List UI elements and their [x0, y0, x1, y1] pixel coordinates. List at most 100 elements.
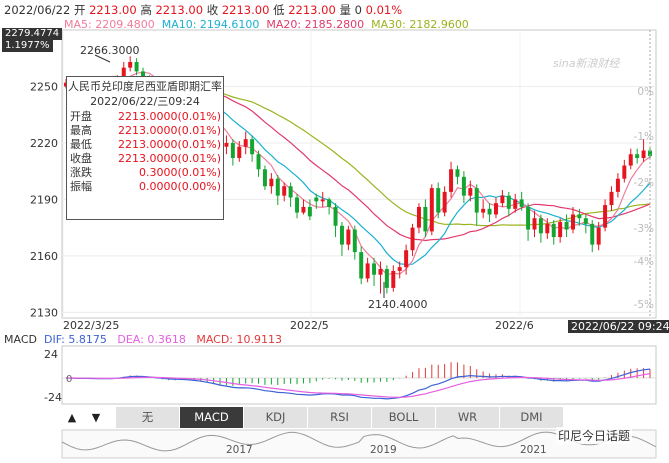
pct-tick-label: -3% [634, 223, 654, 235]
tooltip-value: 2213.0000(0.01%) [117, 110, 221, 123]
high-label: 高 [140, 3, 152, 17]
candle-body [391, 270, 396, 288]
source-watermark: 印尼今日话题 [556, 427, 633, 444]
candle-body [121, 67, 126, 81]
candle-body [577, 214, 582, 219]
candle-body [468, 188, 473, 196]
overview-year-1: 2017 [226, 444, 253, 456]
close-value: 2213.00 [221, 3, 270, 17]
low-annotation: 2140.4000 [368, 298, 428, 311]
candle-body [487, 208, 492, 215]
candle-body [493, 203, 498, 215]
scroll-left-button[interactable]: ▲ [67, 411, 77, 424]
tooltip-key: 振幅 [70, 180, 92, 193]
low-label: 低 [273, 3, 285, 17]
candle-body [307, 206, 312, 217]
dif-line [65, 368, 651, 400]
tooltip-value: 0.0000(0.00%) [138, 180, 221, 193]
tooltip-row: 最低 2213.0000(0.01%) [67, 138, 223, 152]
candle-body [288, 186, 293, 198]
ma20-legend: MA20: 2185.2800 [266, 18, 365, 31]
candle-body [545, 223, 550, 234]
tooltip-value: 2213.0000(0.01%) [117, 152, 221, 165]
candle-body [603, 205, 608, 228]
tab-macd[interactable]: MACD [180, 407, 244, 428]
candle-body [141, 71, 146, 79]
candle-body [551, 223, 556, 238]
tooltip-row: 开盘 2213.0000(0.01%) [67, 110, 223, 124]
dif-legend: DIF: 5.8175 [43, 333, 107, 346]
ma30-legend: MA30: 2182.9600 [371, 18, 469, 31]
macd-tick-bottom: -24 [44, 391, 62, 404]
tab-无[interactable]: 无 [116, 407, 180, 428]
change-pct: 0.01% [365, 3, 403, 17]
candle-body [564, 222, 569, 230]
candle-body [609, 191, 614, 206]
candle-body [615, 178, 620, 192]
candle-body [352, 229, 357, 253]
price-tick-label: 2220 [30, 137, 58, 150]
candle-body [410, 227, 415, 251]
candle-body [513, 199, 518, 209]
tooltip-value: 0.3000(0.01%) [138, 166, 221, 179]
candle-body [333, 206, 338, 226]
tooltip-row: 振幅 0.0000(0.00%) [67, 180, 223, 194]
candle-body [404, 250, 409, 268]
quote-header: 2022/06/22 开 2213.00 高 2213.00 收 2213.00… [4, 2, 402, 18]
candle-body [506, 195, 511, 209]
overview-year-2: 2019 [370, 444, 397, 456]
candle-body [558, 222, 563, 238]
tooltip-key: 收盘 [70, 152, 92, 165]
candle-body [596, 227, 601, 245]
candle-body [416, 206, 421, 228]
candle-body [526, 206, 531, 230]
scroll-right-button[interactable]: ▼ [91, 411, 101, 424]
candle-body [532, 218, 537, 230]
candle-body [327, 199, 332, 207]
tab-wr[interactable]: WR [436, 407, 500, 428]
candle-body [641, 150, 646, 158]
candle-body [339, 225, 344, 245]
tab-boll[interactable]: BOLL [372, 407, 436, 428]
candle-body [442, 191, 447, 213]
candle-body [590, 223, 595, 245]
candle-body [423, 206, 428, 232]
tooltip-key: 涨跌 [70, 166, 92, 179]
macd-tick-zero: 0 [66, 374, 72, 385]
macd-frame [61, 345, 657, 405]
candle-body [436, 188, 441, 213]
candle-body [128, 62, 133, 68]
tooltip-row: 涨跌 0.3000(0.01%) [67, 166, 223, 180]
low-value: 2213.00 [288, 3, 336, 17]
candle-body [474, 188, 479, 213]
close-label: 收 [206, 3, 219, 17]
price-tick-label: 2190 [30, 193, 58, 206]
date-label-1: 2022/3/25 [63, 319, 120, 332]
tooltip-date: 2022/06/22/三09:24 [90, 95, 200, 108]
price-tick-label: 2130 [30, 306, 58, 319]
candle-body [429, 188, 434, 232]
plot-frame [61, 29, 657, 319]
tab-kdj[interactable]: KDJ [244, 407, 308, 428]
pct-tick-label: -1% [634, 131, 654, 143]
candle-body [622, 165, 627, 179]
candle-body [384, 269, 389, 288]
candle-body [449, 169, 454, 192]
candle-body [635, 154, 640, 158]
macd-legend: MACD DIF: 5.8175 DEA: 0.3618 MACD: 10.91… [4, 333, 282, 346]
candle-body [224, 142, 229, 147]
candle-body [282, 186, 287, 196]
tooltip-key: 最低 [70, 138, 92, 151]
volume-value: 0 [354, 3, 362, 17]
indicator-tabs: ▲ ▼ 无 MACD KDJ RSI BOLL WR DMI [60, 407, 652, 428]
overview-year-3: 2021 [520, 444, 547, 456]
tab-dmi[interactable]: DMI [500, 407, 564, 428]
tab-rsi[interactable]: RSI [308, 407, 372, 428]
candle-body [570, 214, 575, 230]
sina-watermark: sina新浪财经 [553, 57, 620, 70]
date-label-2: 2022/5 [290, 319, 329, 332]
candle-body [301, 206, 306, 213]
candle-body [365, 263, 370, 279]
candle-body [320, 199, 325, 202]
